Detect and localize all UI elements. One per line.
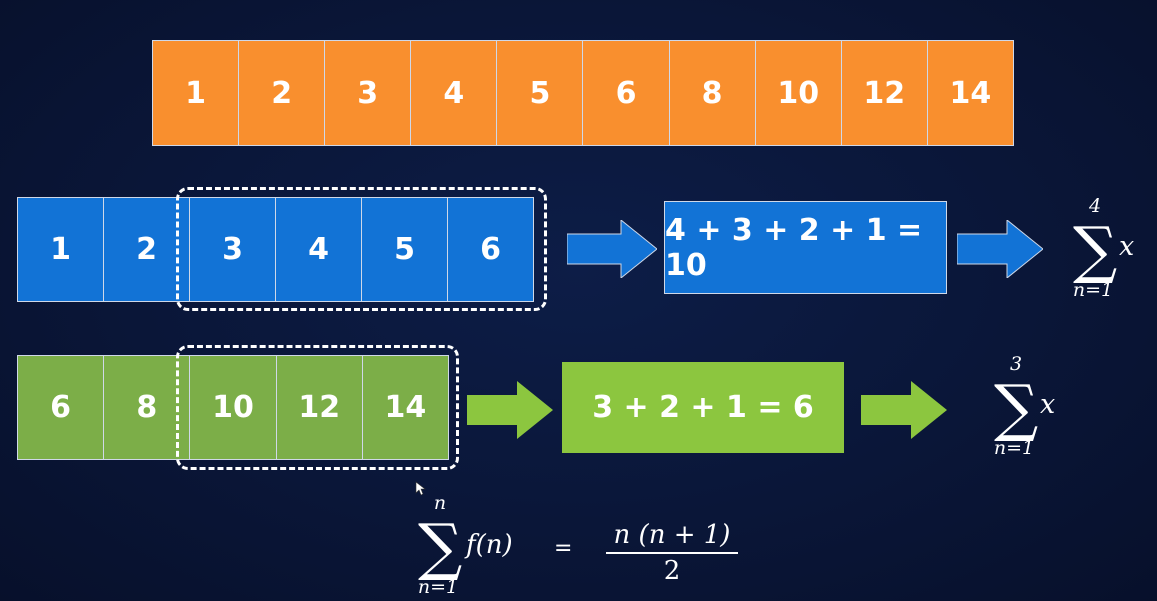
sigma-lower-limit: n=1 xyxy=(1072,279,1114,301)
formula-term: f(n) xyxy=(466,530,513,560)
sigma-icon: ∑ xyxy=(994,371,1039,444)
sigma-icon: ∑ xyxy=(1073,213,1118,286)
array-cell: 14 xyxy=(927,41,1013,145)
array-cell: 6 xyxy=(18,356,105,459)
array-cell: 4 xyxy=(276,198,362,301)
array-cell: 2 xyxy=(239,41,326,145)
array-cell: 4 xyxy=(411,41,498,145)
array-cell: 6 xyxy=(448,198,533,301)
array-cell: 1 xyxy=(153,41,240,145)
array-cell: 5 xyxy=(497,41,584,145)
array-cell: 10 xyxy=(190,356,277,459)
blue-sigma-notation: 4 ∑ n=1 x xyxy=(1065,195,1155,305)
sigma-lower-limit: n=1 xyxy=(993,437,1035,459)
summation-formula: n ∑ n=1 f(n) = n (n + 1) 2 xyxy=(410,492,760,601)
array-cell: 10 xyxy=(755,41,842,145)
sigma-upper-limit: 4 xyxy=(1088,195,1102,217)
fraction-bar xyxy=(606,552,738,554)
array-cell: 3 xyxy=(190,198,276,301)
full-array: 1 2 3 4 5 6 8 10 12 14 xyxy=(152,40,1014,146)
array-cell: 6 xyxy=(583,41,670,145)
array-cell: 8 xyxy=(669,41,756,145)
green-window-dashed-outline xyxy=(176,345,459,470)
right-arrow-icon xyxy=(861,381,947,439)
formula-fraction: n (n + 1) 2 xyxy=(602,520,742,586)
green-sum-box: 3 + 2 + 1 = 6 xyxy=(562,362,844,453)
green-sum-text: 3 + 2 + 1 = 6 xyxy=(592,390,814,425)
array-cell: 14 xyxy=(362,356,449,459)
array-cell: 1 xyxy=(18,198,104,301)
array-cell: 5 xyxy=(362,198,448,301)
sigma-term: x xyxy=(1119,231,1135,262)
blue-sum-text: 4 + 3 + 2 + 1 = 10 xyxy=(665,212,923,283)
formula-equals: = xyxy=(554,536,573,561)
formula-denominator: 2 xyxy=(663,556,681,586)
array-cell: 12 xyxy=(276,356,363,459)
sigma-icon: ∑ xyxy=(418,510,463,583)
blue-sum-box: 4 + 3 + 2 + 1 = 10 xyxy=(664,201,947,294)
array-cell: 12 xyxy=(841,41,928,145)
formula-lower-limit: n=1 xyxy=(417,576,459,598)
right-arrow-icon xyxy=(957,220,1043,278)
sigma-term: x xyxy=(1040,389,1056,420)
cursor-icon xyxy=(415,481,426,496)
formula-upper-limit: n xyxy=(433,492,447,514)
right-arrow-icon xyxy=(567,220,657,278)
array-cell: 2 xyxy=(104,198,190,301)
sigma-upper-limit: 3 xyxy=(1009,353,1023,375)
formula-numerator: n (n + 1) xyxy=(613,520,731,550)
array-cell: 3 xyxy=(325,41,412,145)
blue-window-dashed-outline xyxy=(176,187,547,311)
right-arrow-icon xyxy=(467,381,553,439)
green-sigma-notation: 3 ∑ n=1 x xyxy=(986,353,1076,463)
